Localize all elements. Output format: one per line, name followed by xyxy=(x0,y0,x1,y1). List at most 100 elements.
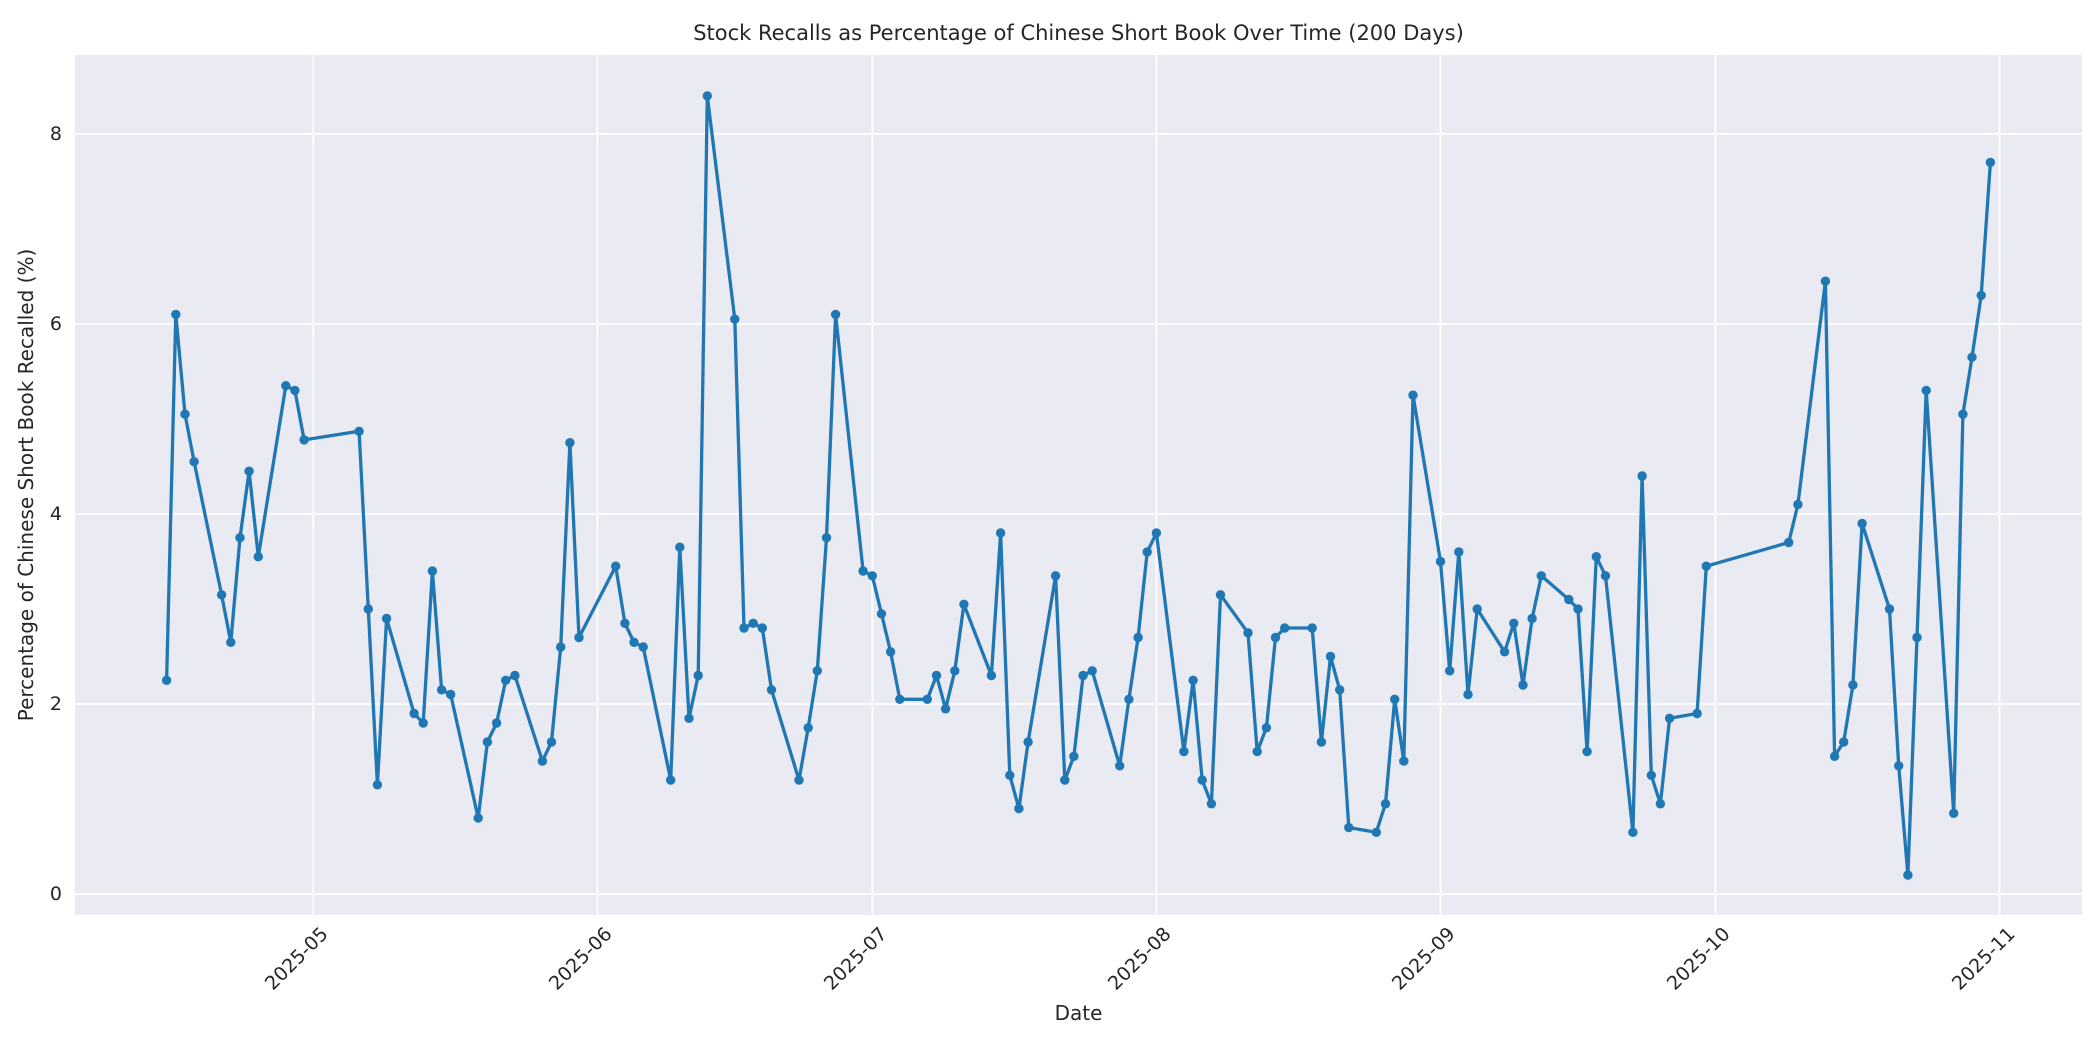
data-point-marker xyxy=(1115,761,1125,771)
data-point-marker xyxy=(1445,666,1455,676)
data-point-marker xyxy=(1197,775,1207,785)
data-point-marker xyxy=(1188,675,1198,685)
data-point-marker xyxy=(1637,471,1647,481)
data-point-marker xyxy=(1435,556,1446,567)
data-point-marker xyxy=(867,571,877,581)
data-point-marker xyxy=(1884,604,1895,614)
y-tick-label: 8 xyxy=(49,122,62,145)
data-point-marker xyxy=(354,426,364,436)
data-point-marker xyxy=(1628,827,1638,837)
data-point-marker xyxy=(1344,822,1354,833)
data-point-marker xyxy=(189,457,199,467)
data-point-marker xyxy=(491,718,502,728)
plot-area xyxy=(75,55,2082,915)
data-point-marker xyxy=(1463,689,1473,700)
data-point-marker xyxy=(739,623,749,633)
x-tick-label: 2025-05 xyxy=(261,923,333,995)
data-point-marker xyxy=(1380,799,1391,809)
data-point-marker xyxy=(1280,623,1290,633)
x-tick-label: 2025-10 xyxy=(1663,923,1735,995)
data-point-marker xyxy=(574,632,584,643)
data-point-marker xyxy=(1655,799,1666,809)
data-point-marker xyxy=(1591,552,1602,562)
data-point-marker xyxy=(1921,385,1931,396)
data-point-marker xyxy=(1582,746,1592,757)
data-point-marker xyxy=(1023,737,1033,747)
data-point-marker xyxy=(1967,352,1977,362)
data-point-marker xyxy=(482,737,493,747)
data-point-marker xyxy=(537,756,548,766)
data-point-marker xyxy=(501,675,511,685)
data-point-marker xyxy=(1784,537,1794,548)
data-point-marker xyxy=(244,466,254,476)
data-point-marker xyxy=(931,670,942,681)
data-point-marker xyxy=(1912,632,1922,643)
data-point-marker xyxy=(473,813,483,823)
data-point-marker xyxy=(1894,761,1904,771)
data-point-marker xyxy=(757,623,767,633)
data-point-marker xyxy=(1261,723,1272,733)
data-point-marker xyxy=(1692,708,1702,719)
data-point-marker xyxy=(180,409,190,419)
data-point-marker xyxy=(372,780,383,790)
data-point-marker xyxy=(1509,618,1519,628)
data-point-marker xyxy=(510,670,520,681)
data-point-marker xyxy=(226,637,236,647)
data-point-marker xyxy=(1985,157,1996,168)
data-point-marker xyxy=(794,775,804,785)
data-point-marker xyxy=(1151,528,1162,538)
data-point-marker xyxy=(821,533,832,543)
data-point-marker xyxy=(409,708,419,719)
data-point-marker xyxy=(895,694,905,704)
series-line xyxy=(164,94,1993,877)
data-point-marker xyxy=(381,613,392,624)
data-point-marker xyxy=(940,704,951,714)
data-point-marker xyxy=(1903,870,1913,880)
data-point-marker xyxy=(1069,751,1079,761)
data-point-marker xyxy=(1829,751,1840,761)
data-point-marker xyxy=(1408,390,1418,400)
data-point-marker xyxy=(1857,518,1867,529)
x-tick-label: 2025-06 xyxy=(545,923,617,995)
data-point-marker xyxy=(1390,694,1400,704)
data-point-marker xyxy=(1215,590,1226,600)
data-point-marker xyxy=(1133,632,1143,643)
data-point-marker xyxy=(766,685,777,695)
data-point-marker xyxy=(161,675,172,685)
data-point-marker xyxy=(876,609,887,619)
data-point-marker xyxy=(730,314,740,324)
y-tick-label: 6 xyxy=(49,312,62,335)
x-tick-label: 2025-11 xyxy=(1947,923,2020,995)
data-point-marker xyxy=(748,618,758,628)
data-point-marker xyxy=(1060,775,1070,785)
data-point-marker xyxy=(620,618,630,628)
data-point-marker xyxy=(290,385,300,396)
data-point-marker xyxy=(675,542,685,552)
x-tick-label: 2025-08 xyxy=(1104,923,1176,995)
line-chart-canvas xyxy=(75,55,2082,915)
data-point-marker xyxy=(611,561,621,571)
data-point-marker xyxy=(1005,770,1015,780)
data-point-marker xyxy=(1325,651,1336,662)
data-point-marker xyxy=(959,599,969,609)
data-point-marker xyxy=(1949,808,1959,818)
data-point-marker xyxy=(1371,827,1382,837)
data-point-marker xyxy=(565,438,575,448)
data-point-marker xyxy=(629,637,639,647)
data-point-marker xyxy=(803,723,813,733)
data-point-marker xyxy=(1536,571,1547,581)
data-point-marker xyxy=(253,552,263,562)
y-tick-label: 0 xyxy=(49,883,62,906)
data-point-marker xyxy=(216,590,227,600)
data-point-marker xyxy=(1014,803,1024,814)
data-point-marker xyxy=(1399,756,1409,766)
data-point-marker xyxy=(1472,604,1482,614)
data-point-marker xyxy=(1050,571,1061,581)
y-tick-label: 2 xyxy=(49,693,62,716)
data-point-marker xyxy=(436,685,447,695)
data-point-marker xyxy=(1793,499,1803,510)
data-point-marker xyxy=(171,309,181,320)
data-point-marker xyxy=(830,309,841,320)
data-point-marker xyxy=(702,91,712,101)
